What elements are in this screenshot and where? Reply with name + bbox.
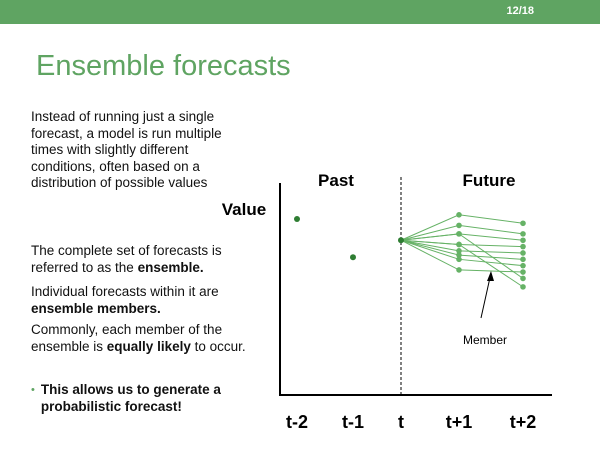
ensemble-member-point [520,243,526,250]
ensemble-member-point [520,275,526,282]
slide-title: Ensemble forecasts [36,50,291,82]
ensemble-term: ensemble. [137,259,204,275]
ensemble-member-point [456,222,462,229]
intro-paragraph: Instead of running just a single forecas… [31,109,222,190]
x-tick-label: t-1 [342,412,364,432]
x-tick-label: t-2 [286,412,308,432]
ensemble-member-point [456,256,462,263]
ensemble-member-point [520,256,526,263]
ensemble-member-point [520,237,526,244]
ensemble-member-point [456,231,462,237]
ensemble-paragraph: The complete set of forecasts is referre… [31,243,251,276]
likelihood-paragraph: Commonly, each member of the ensemble is… [31,322,251,355]
member-pointer-arrowhead [487,271,494,281]
members-term: ensemble members. [31,300,161,316]
past-observation-point [294,216,300,223]
ensemble-member-point [456,248,462,254]
bullet-text: This allows us to generate a probabilist… [40,382,221,414]
top-bar: 12/18 [0,0,600,24]
ensemble-member-point [520,250,526,256]
past-observation-point [350,254,356,261]
ensemble-text: The complete set of forecasts is referre… [31,243,222,275]
points [294,212,526,290]
x-tick-label: t+1 [446,412,473,432]
future-label: Future [463,171,516,190]
member-lines [400,214,524,288]
ensemble-member-point [520,220,526,227]
y-axis-label: Value [222,200,266,219]
ensemble-member-point [520,262,526,269]
bullet-item: • This allows us to generate a probabilis… [31,382,261,415]
ensemble-member-point [520,269,526,275]
x-tick-label: t+2 [510,412,537,432]
likelihood-suffix: to occur. [190,338,246,354]
likelihood-term: equally likely [106,338,191,354]
ensemble-member-line [400,233,524,241]
ensemble-member-point [456,212,462,218]
ensemble-member-point [520,284,526,290]
page-number: 12/18 [506,5,534,17]
ensemble-member-point [456,252,462,258]
ensemble-member-point [456,267,462,273]
ensemble-member-point [520,231,526,237]
members-text: Individual forecasts within it are [31,284,219,299]
past-label: Past [318,171,354,190]
ensemble-member-point [456,241,462,248]
members-paragraph: Individual forecasts within it are ensem… [31,284,251,317]
current-observation-point [398,237,404,244]
x-tick-labels: t-2 t-1 t t+1 t+2 [286,412,536,432]
likelihood-text: Commonly, each member of the ensemble is [31,322,223,354]
bullet-icon: • [31,384,35,396]
member-label: Member [463,333,507,347]
x-tick-label: t [398,412,404,432]
